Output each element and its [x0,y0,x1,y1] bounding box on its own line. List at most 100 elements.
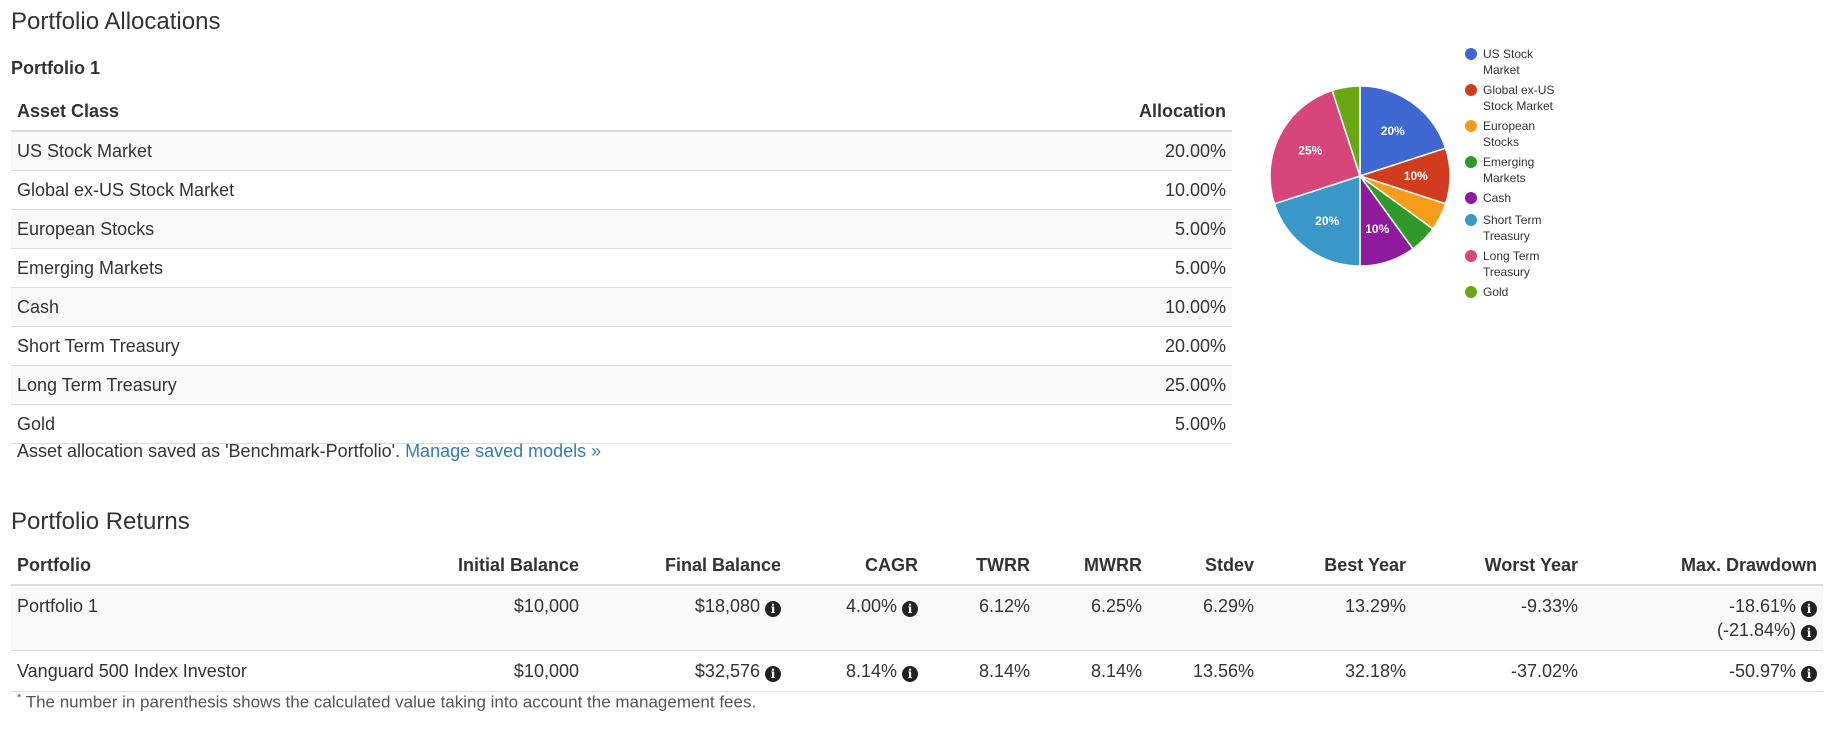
allocation-value: 20.00% [863,326,1232,366]
legend-swatch [1465,192,1477,204]
legend-item[interactable]: Long Term Treasury [1465,248,1563,284]
max-drawdown-value: -50.97% [1728,661,1796,681]
col-final-balance: Final Balance [585,546,787,586]
allocation-value: 5.00% [863,248,1232,288]
legend-label: Cash [1483,191,1512,205]
best-year-cell: 32.18% [1260,650,1412,692]
twrr-cell: 8.14% [924,650,1036,692]
asset-class-header: Asset Class [11,92,864,132]
returns-title: Portfolio Returns [11,508,190,535]
col-worst-year: Worst Year [1412,546,1584,586]
worst-year-cell: -37.02% [1412,650,1584,692]
final-balance-cell: $32,576 i [585,650,787,692]
col-mwrr: MWRR [1036,546,1148,586]
legend-item[interactable]: US Stock Market [1465,46,1563,82]
allocation-value: 20.00% [863,130,1232,171]
legend-swatch [1465,156,1477,168]
cagr-value: 4.00% [845,596,897,616]
saved-note-text: Asset allocation saved as 'Benchmark-Por… [17,441,406,461]
legend-label: Global ex-US Stock Market [1483,83,1555,113]
legend-label: US Stock Market [1483,47,1534,77]
legend-item[interactable]: European Stocks [1465,118,1563,154]
best-year-cell: 13.29% [1260,584,1412,651]
legend-label: Emerging Markets [1483,155,1535,185]
asset-name: Cash [11,287,864,327]
legend-swatch [1465,250,1477,262]
cagr-cell: 4.00% i [787,584,924,651]
final-balance-value: $18,080 [694,596,760,616]
allocation-table: Asset Class Allocation US Stock Market 20… [11,92,1232,444]
stdev-cell: 13.56% [1148,650,1260,692]
cagr-value: 8.14% [845,661,897,681]
allocation-value: 25.00% [863,365,1232,405]
info-icon[interactable]: i [902,666,918,682]
legend-item[interactable]: Short Term Treasury [1465,212,1563,248]
legend-item[interactable]: Gold [1465,284,1563,306]
allocation-value: 10.00% [863,287,1232,327]
info-icon[interactable]: i [1801,601,1817,617]
asset-name: European Stocks [11,209,864,249]
legend-swatch [1465,84,1477,96]
initial-balance-cell: $10,000 [373,584,585,651]
table-row: Gold 5.00% [11,404,1232,444]
stdev-cell: 6.29% [1148,584,1260,651]
pie-slice-label: 20% [1315,214,1339,228]
col-best-year: Best Year [1260,546,1412,586]
asset-name: Gold [11,404,864,444]
pie-slice-label: 20% [1381,124,1405,138]
final-balance-cell: $18,080 i [585,584,787,651]
legend-item[interactable]: Emerging Markets [1465,154,1563,190]
table-row: Cash 10.00% [11,287,1232,327]
asset-name: Short Term Treasury [11,326,864,366]
pie-slice-label: 25% [1298,144,1322,158]
pie-slice-short-term-treasury[interactable] [1273,174,1361,267]
table-row: Global ex-US Stock Market 10.00% [11,170,1232,210]
info-icon[interactable]: i [765,601,781,617]
table-row: Portfolio 1 $10,000 $18,080 i 4.00% i 6.12… [11,584,1823,651]
asset-name: Long Term Treasury [11,365,864,405]
col-cagr: CAGR [787,546,924,586]
manage-saved-models-link[interactable]: Manage saved models » [405,441,602,461]
info-icon[interactable]: i [1801,625,1817,641]
table-row: European Stocks 5.00% [11,209,1232,249]
allocation-value: 10.00% [863,170,1232,210]
allocations-title: Portfolio Allocations [11,8,221,35]
returns-table: Portfolio Initial Balance Final Balance … [11,546,1823,692]
cagr-cell: 8.14% i [787,650,924,692]
asset-name: US Stock Market [11,130,864,171]
pie-slice-long-term-treasury[interactable] [1269,89,1361,205]
footnote: * The number in parenthesis shows the ca… [17,692,756,713]
portfolio-name-cell: Vanguard 500 Index Investor [11,650,373,692]
table-row: Short Term Treasury 20.00% [11,326,1232,366]
legend-swatch [1465,48,1477,60]
legend-label: Gold [1483,285,1509,299]
info-icon[interactable]: i [902,601,918,617]
info-icon[interactable]: i [765,666,781,682]
col-initial-balance: Initial Balance [373,546,585,586]
info-icon[interactable]: i [1801,666,1817,682]
legend-item[interactable]: Global ex-US Stock Market [1465,82,1563,118]
portfolio-name-cell: Portfolio 1 [11,584,373,651]
table-row: Vanguard 500 Index Investor $10,000 $32,… [11,650,1823,692]
max-drawdown-value: -18.61% [1728,596,1796,616]
mwrr-cell: 8.14% [1036,650,1148,692]
pie-slice-gold[interactable] [1331,85,1361,177]
final-balance-value: $32,576 [694,661,760,681]
col-portfolio: Portfolio [11,546,373,586]
allocation-header: Allocation [863,92,1232,132]
allocation-value: 5.00% [863,404,1232,444]
footnote-text: The number in parenthesis shows the calc… [21,692,757,712]
worst-year-cell: -9.33% [1412,584,1584,651]
legend-swatch [1465,214,1477,226]
twrr-cell: 6.12% [924,584,1036,651]
saved-model-note: Asset allocation saved as 'Benchmark-Por… [17,441,601,462]
col-stdev: Stdev [1148,546,1260,586]
pie-slice-us-stock-market[interactable] [1359,85,1447,178]
max-drawdown-cell: -18.61% i (-21.84%) i [1584,584,1823,651]
footnote-asterisk: * [17,692,22,704]
initial-balance-cell: $10,000 [373,650,585,692]
col-max-drawdown: Max. Drawdown [1584,546,1823,586]
asset-name: Emerging Markets [11,248,864,288]
legend-item[interactable]: Cash [1465,190,1563,212]
max-drawdown-fee-value: (-21.84%) [1716,620,1796,640]
